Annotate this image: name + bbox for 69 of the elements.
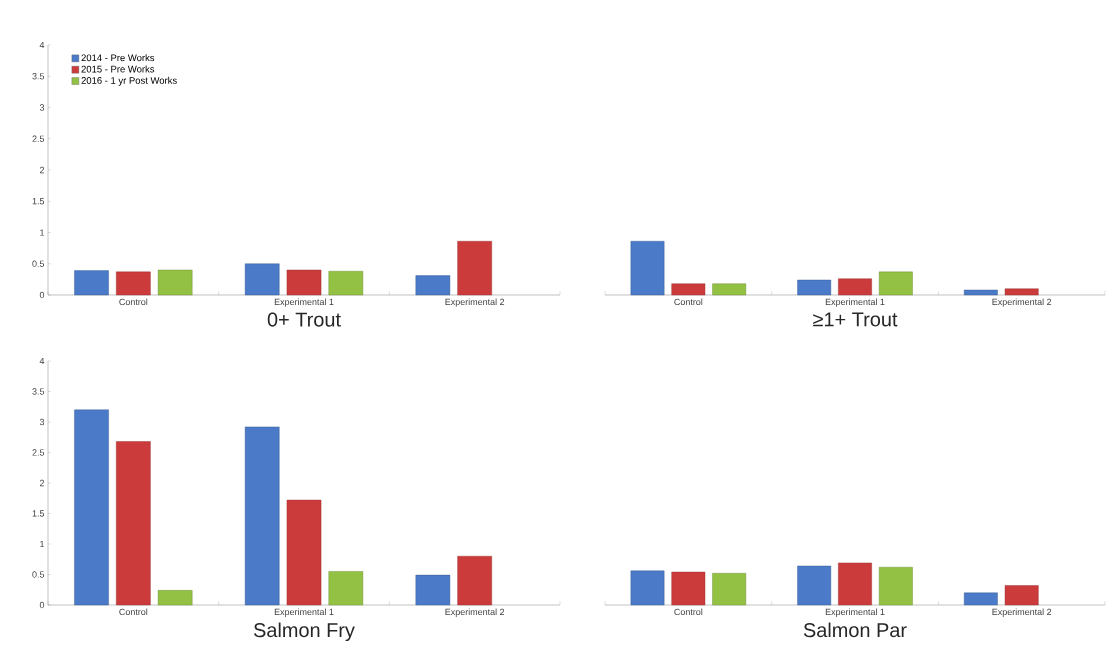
legend-label: 2016 - 1 yr Post Works <box>81 76 177 86</box>
legend-label: 2014 - Pre Works <box>81 54 155 62</box>
y-tick-label: 0.5 <box>32 571 45 578</box>
y-tick-label: 1.5 <box>32 198 45 205</box>
text: ≥1+ Trout <box>813 312 898 327</box>
bar <box>415 275 451 296</box>
y-tick-label: 4 <box>39 41 45 49</box>
x-tick-label: Experimental 2 <box>992 298 1052 307</box>
x-tick-label: Experimental 2 <box>992 608 1052 617</box>
y-tick-label: 2.5 <box>32 449 45 456</box>
bar <box>838 562 872 606</box>
bar <box>963 289 998 296</box>
bar <box>797 565 832 606</box>
bar <box>157 269 193 296</box>
bar <box>116 271 151 296</box>
y-tick-label: 3.5 <box>32 73 45 80</box>
x-tick-label: Experimental 1 <box>825 608 885 617</box>
y-tick-label: 0 <box>39 291 45 299</box>
bar <box>415 574 451 606</box>
bar <box>328 571 364 606</box>
text: 0+ Trout <box>267 312 341 327</box>
y-tick-label: 4 <box>39 357 45 365</box>
bar <box>457 556 492 606</box>
text: Salmon Par <box>803 622 907 638</box>
bar <box>878 271 913 296</box>
bar <box>244 426 280 606</box>
y-tick-label: 0.5 <box>32 260 45 267</box>
text: Salmon Fry <box>253 622 355 642</box>
y-tick-label: 2 <box>39 479 45 487</box>
legend-label: 2015 - Pre Works <box>81 65 155 73</box>
bar <box>1004 585 1039 606</box>
bar <box>286 269 322 296</box>
x-tick-label: Experimental 2 <box>445 298 505 307</box>
bar <box>878 566 913 606</box>
bar <box>116 441 151 606</box>
y-tick-label: 3 <box>39 104 45 111</box>
y-tick-label: 1 <box>40 229 45 236</box>
x-tick-label: Experimental 1 <box>274 608 334 617</box>
x-tick-label: Experimental 1 <box>825 298 885 307</box>
x-tick-label: Control <box>119 608 148 616</box>
x-tick-label: Control <box>674 608 703 616</box>
bar <box>712 573 747 606</box>
x-tick-label: Experimental 2 <box>445 608 505 617</box>
bar <box>671 283 706 296</box>
bar <box>712 283 747 296</box>
bar <box>244 263 280 296</box>
y-tick-label: 1.5 <box>32 510 45 517</box>
bar <box>74 270 109 296</box>
y-tick-label: 2.5 <box>32 135 45 142</box>
x-tick-label: Control <box>119 298 148 306</box>
bar <box>74 409 109 606</box>
x-tick-label: Control <box>674 298 703 306</box>
y-tick-label: 3.5 <box>32 388 45 395</box>
y-tick-label: 2 <box>39 166 45 174</box>
bar <box>671 571 706 606</box>
bar <box>157 590 193 606</box>
bar <box>286 499 322 606</box>
y-tick-label: 1 <box>40 540 45 548</box>
bar <box>630 241 665 296</box>
bar <box>838 278 872 296</box>
bar <box>963 592 998 606</box>
x-tick-label: Experimental 1 <box>274 298 334 307</box>
y-tick-label: 0 <box>39 601 45 609</box>
bar <box>457 241 492 296</box>
bar <box>328 271 364 296</box>
bar <box>797 279 832 296</box>
y-tick-label: 3 <box>39 418 45 426</box>
bar <box>1004 288 1039 296</box>
bar <box>630 570 665 606</box>
